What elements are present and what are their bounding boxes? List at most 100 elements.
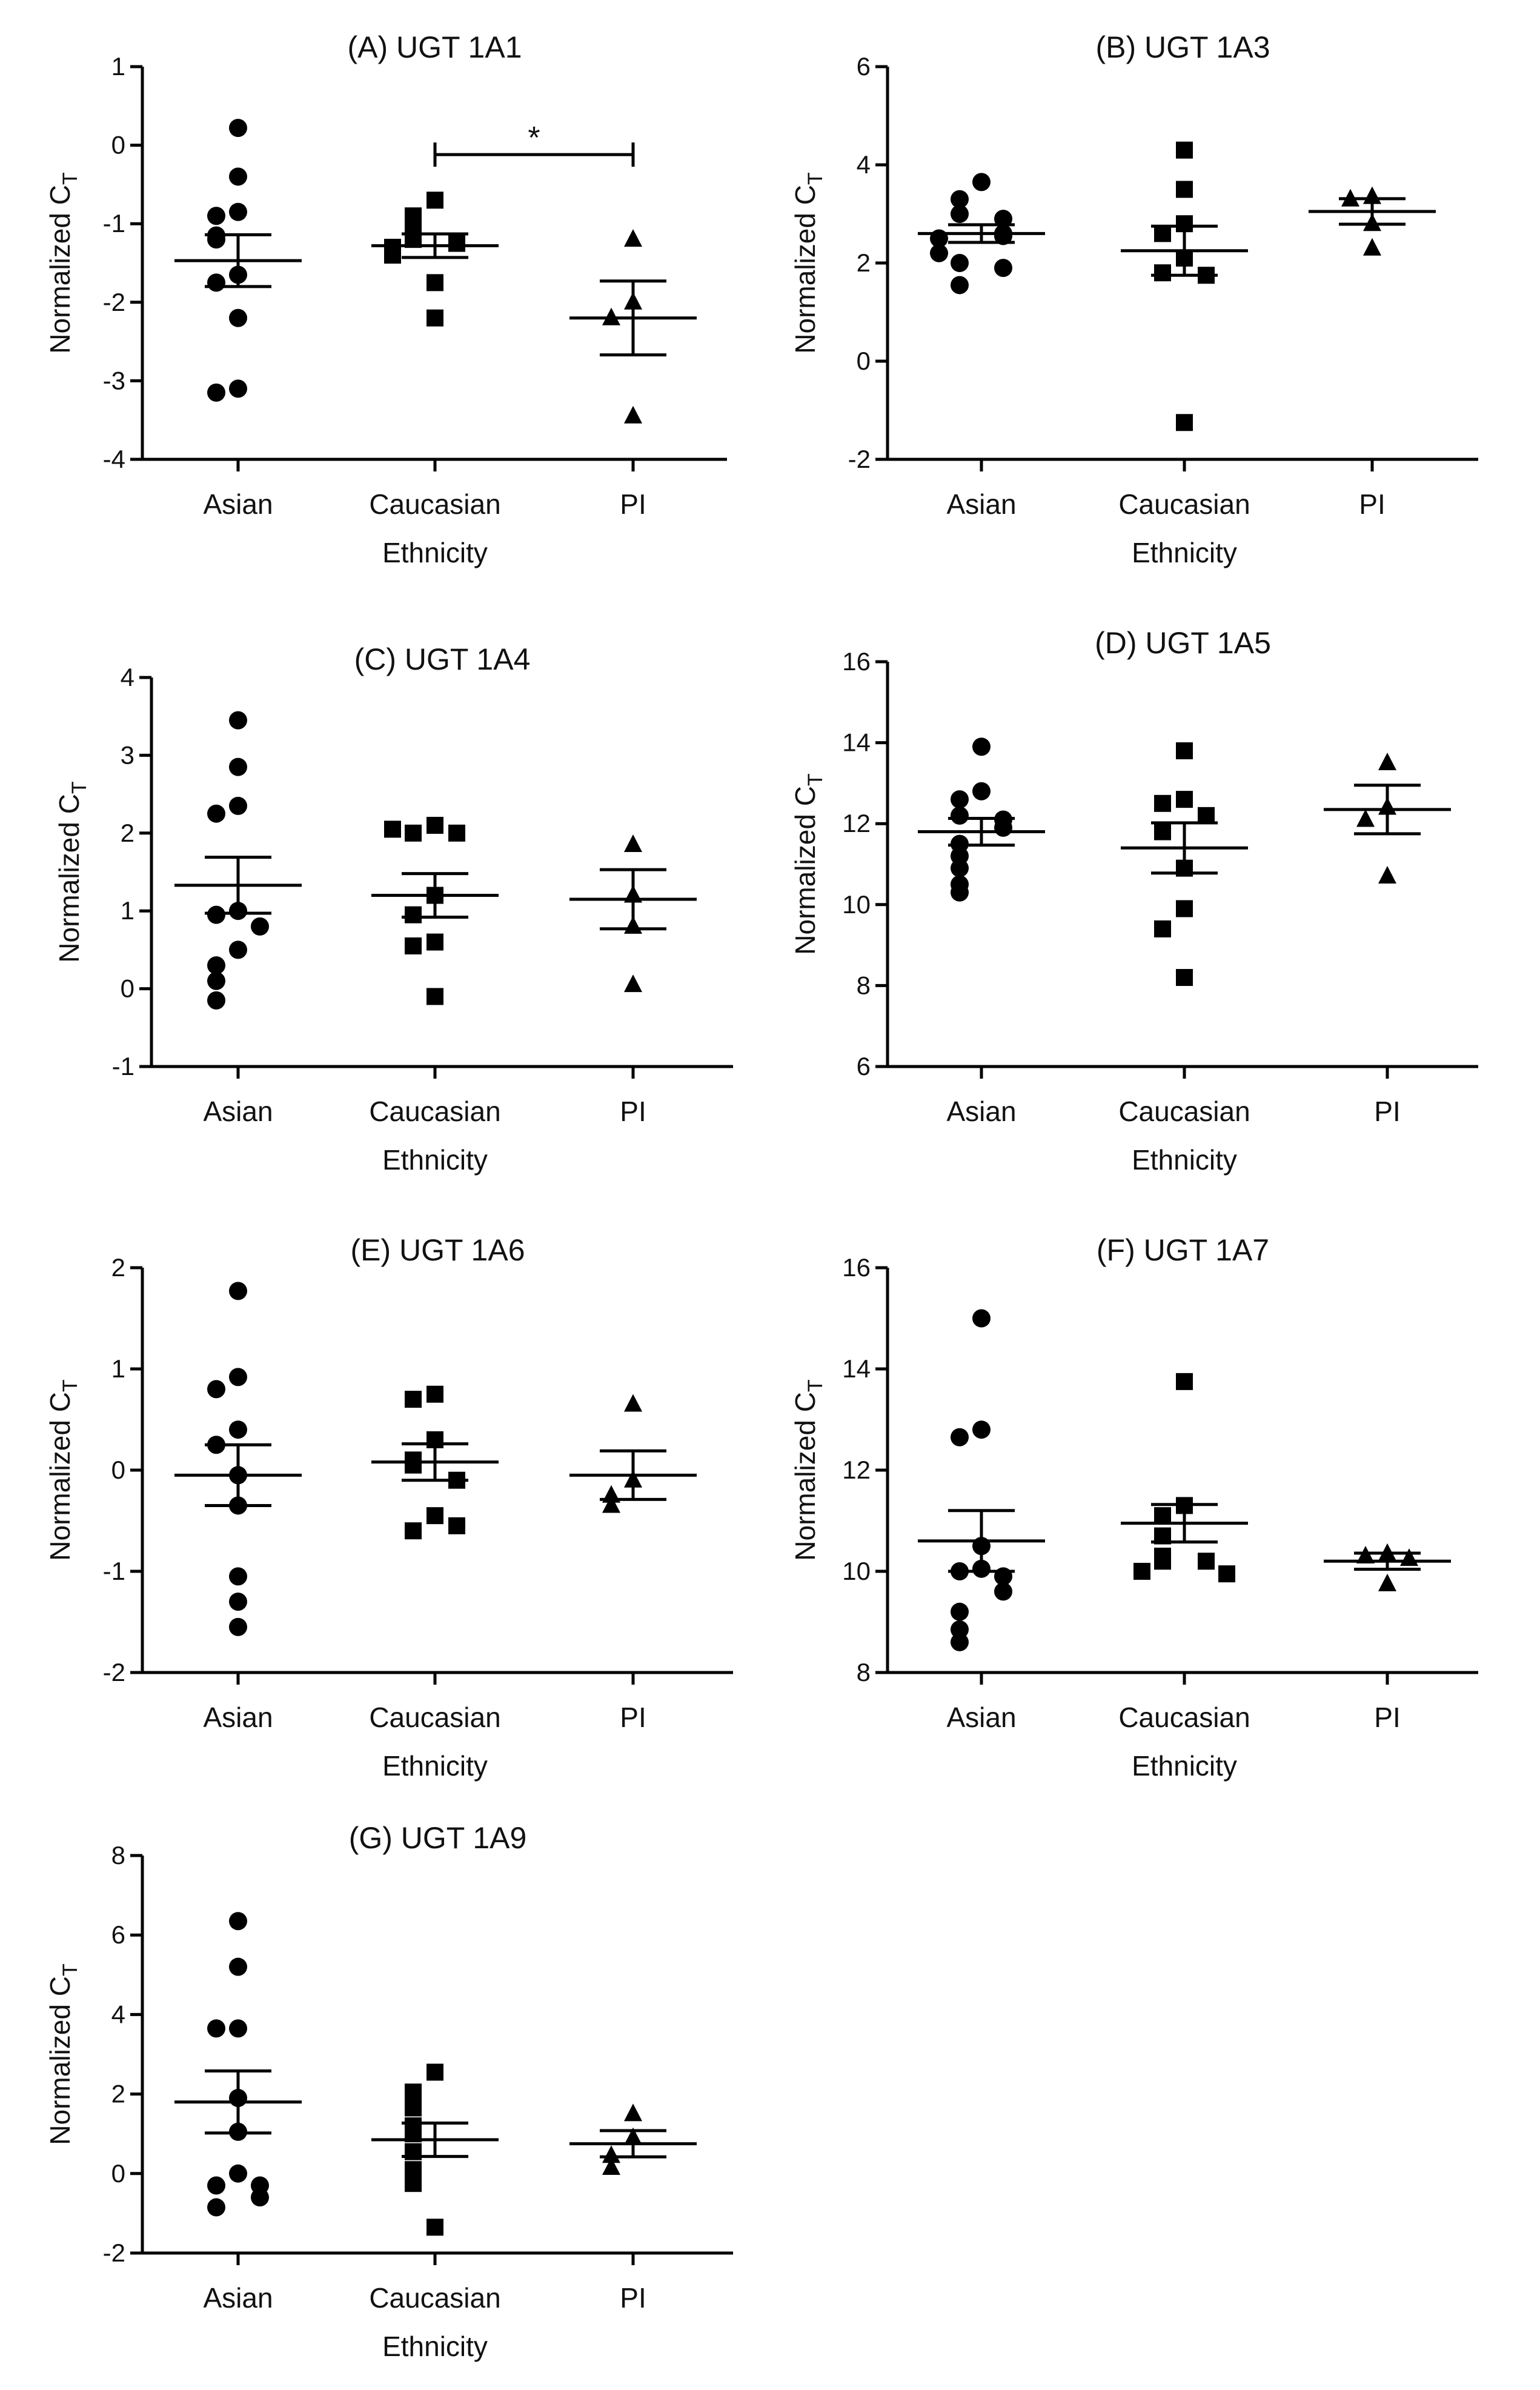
- data-point-square: [405, 906, 422, 924]
- data-point-circle: [951, 276, 969, 295]
- chart-panel-2: (C) UGT 1A4 4 3 2 1 0 -1 Normalized CT Asian Cauc…: [53, 642, 733, 1176]
- data-point-circle: [207, 2198, 225, 2217]
- y-axis-title: Normalized CT: [44, 1379, 82, 1560]
- significance-star: *: [528, 121, 540, 156]
- y-axis-title-main: Normalized C: [53, 794, 85, 963]
- data-point-circle: [251, 917, 269, 936]
- data-point-square: [1154, 264, 1171, 282]
- data-point-circle: [951, 254, 969, 272]
- data-point-circle: [207, 956, 225, 975]
- chart-panel-1: (B) UGT 1A3 6 4 2 0 -2 Normalized CT Asian Cauca…: [789, 30, 1478, 568]
- data-point-triangle: [1378, 1573, 1396, 1591]
- data-point-circle: [207, 273, 225, 292]
- data-point-square: [1176, 791, 1193, 808]
- data-point-circle: [229, 379, 247, 398]
- y-axis-title-main: Normalized C: [44, 1392, 76, 1561]
- y-tick-label: 8: [857, 1658, 871, 1686]
- data-point-circle: [229, 202, 247, 221]
- x-axis-title: Ethnicity: [1132, 1144, 1237, 1176]
- data-point-triangle: [602, 2145, 620, 2163]
- data-point-circle: [229, 119, 247, 138]
- data-point-circle: [229, 1368, 247, 1386]
- x-axis-title: Ethnicity: [1132, 537, 1237, 568]
- panel-title: (E) UGT 1A6: [350, 1233, 525, 1267]
- data-point-circle: [229, 167, 247, 186]
- category-label: PI: [1359, 488, 1385, 520]
- category-label: Asian: [946, 488, 1016, 520]
- data-point-square: [1154, 225, 1171, 242]
- data-point-triangle: [1363, 238, 1381, 256]
- y-axis-title-subscript: T: [804, 172, 827, 185]
- data-point-circle: [972, 737, 991, 756]
- category-label: Asian: [203, 1096, 273, 1127]
- y-tick-label: 4: [121, 663, 134, 691]
- data-point-triangle: [624, 405, 642, 424]
- data-point-circle: [207, 207, 225, 225]
- chart-panel-4: (E) UGT 1A6 2 1 0 -1 -2 Normalized CT Asian Cauc…: [44, 1233, 733, 1782]
- data-point-square: [384, 247, 401, 264]
- y-tick-label: 0: [857, 347, 871, 375]
- data-point-circle: [229, 308, 247, 327]
- data-point-square: [448, 235, 465, 252]
- y-tick-label: 6: [857, 52, 871, 81]
- data-point-triangle: [1378, 866, 1396, 884]
- data-point-circle: [207, 1380, 225, 1399]
- category-label: Caucasian: [1118, 488, 1250, 520]
- data-point-square: [426, 191, 443, 209]
- data-point-circle: [951, 806, 969, 825]
- data-point-square: [426, 988, 443, 1005]
- data-point-square: [1133, 1563, 1150, 1580]
- data-point-circle: [951, 1620, 969, 1639]
- x-axis-title: Ethnicity: [1132, 1750, 1237, 1782]
- y-tick-label: 0: [111, 2159, 125, 2188]
- data-point-square: [1198, 807, 1215, 824]
- data-point-circle: [207, 991, 225, 1010]
- y-tick-label: 4: [857, 150, 871, 179]
- data-point-triangle: [1356, 1545, 1375, 1563]
- y-tick-label: 0: [111, 1456, 125, 1484]
- data-point-circle: [229, 1420, 247, 1439]
- category-label: Asian: [203, 1702, 273, 1733]
- data-point-square: [426, 2219, 443, 2236]
- y-tick-label: 0: [121, 974, 134, 1003]
- data-point-square: [405, 1522, 422, 1540]
- y-axis-title-subscript: T: [59, 172, 82, 185]
- y-tick-label: 12: [842, 809, 871, 837]
- y-axis-title-subscript: T: [59, 1379, 82, 1392]
- data-point-circle: [972, 1309, 991, 1328]
- data-point-square: [1154, 1553, 1171, 1570]
- y-tick-label: 6: [111, 1920, 125, 1949]
- panel-title: (D) UGT 1A5: [1095, 626, 1271, 660]
- data-point-square: [1154, 1507, 1171, 1525]
- data-point-square: [426, 816, 443, 834]
- category-label: PI: [620, 1702, 646, 1733]
- data-point-square: [1176, 1373, 1193, 1390]
- data-point-triangle: [624, 974, 642, 993]
- y-tick-label: 1: [111, 52, 125, 81]
- data-point-square: [1176, 181, 1193, 198]
- y-tick-label: 16: [842, 1253, 871, 1282]
- data-point-square: [448, 1517, 465, 1534]
- y-tick-label: 2: [111, 1253, 125, 1282]
- panel-title: (G) UGT 1A9: [349, 1821, 527, 1855]
- data-point-square: [384, 821, 401, 838]
- data-point-square: [1154, 823, 1171, 840]
- category-label: PI: [1374, 1702, 1400, 1733]
- data-point-square: [405, 2083, 422, 2101]
- y-tick-label: 1: [121, 896, 134, 925]
- y-tick-label: 8: [111, 1841, 125, 1869]
- y-tick-label: 14: [842, 728, 871, 757]
- panel-title: (C) UGT 1A4: [354, 642, 531, 676]
- y-axis-title-main: Normalized C: [44, 185, 76, 354]
- x-axis-title: Ethnicity: [382, 1750, 488, 1782]
- data-point-triangle: [602, 2157, 620, 2175]
- y-tick-label: -3: [103, 366, 125, 394]
- data-point-square: [1176, 969, 1193, 987]
- data-point-square: [405, 824, 422, 842]
- y-tick-label: 14: [842, 1354, 871, 1383]
- y-axis-title-main: Normalized C: [789, 786, 821, 955]
- data-point-triangle: [624, 1394, 642, 1412]
- y-axis-title-subscript: T: [804, 773, 827, 786]
- category-label: Caucasian: [369, 488, 500, 520]
- category-label: Caucasian: [369, 2282, 500, 2314]
